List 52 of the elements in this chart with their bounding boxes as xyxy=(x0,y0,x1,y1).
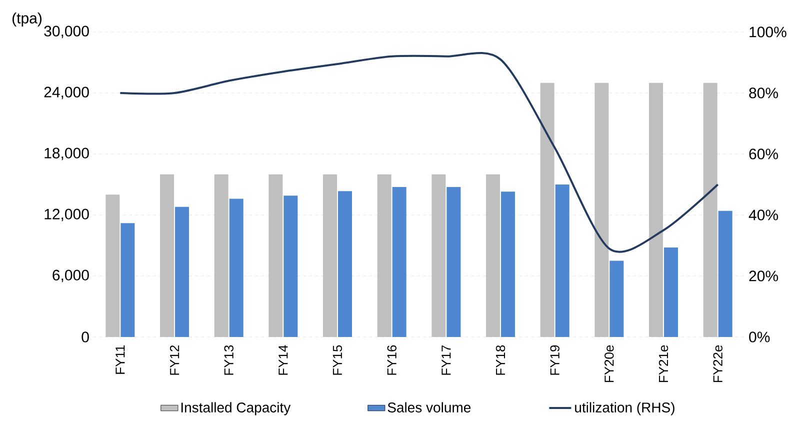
bar xyxy=(555,184,570,337)
bar xyxy=(649,82,663,337)
bar xyxy=(175,206,190,337)
y2-tick-label: 60% xyxy=(749,148,778,160)
y2-tick-label: 100% xyxy=(750,26,786,38)
x-tick-label: FY20e xyxy=(604,345,614,382)
bar xyxy=(610,260,624,337)
x-tick-label: FY16 xyxy=(387,345,396,375)
y-tick-label: 30,000 xyxy=(44,26,89,38)
bar xyxy=(214,174,228,337)
bar xyxy=(446,187,461,337)
bar xyxy=(594,82,609,337)
x-tick-label: FY14 xyxy=(278,345,288,375)
bar xyxy=(229,198,244,337)
bar xyxy=(501,192,515,337)
bar xyxy=(120,223,135,337)
bar xyxy=(540,82,554,337)
bar xyxy=(703,82,718,337)
x-tick-label: FY17 xyxy=(442,345,451,375)
y-tick-label: 0 xyxy=(82,332,89,342)
x-tick-label: FY21e xyxy=(658,345,668,382)
bar xyxy=(486,174,500,337)
bar xyxy=(377,174,392,337)
y-tick-label: 24,000 xyxy=(44,86,89,100)
bar xyxy=(338,191,352,337)
bar xyxy=(392,187,406,337)
y2-tick-label: 40% xyxy=(748,210,778,220)
bar xyxy=(432,174,446,337)
bar xyxy=(106,194,120,337)
legend-label: Installed Capacity xyxy=(181,402,291,416)
y-tick-label: 6,000 xyxy=(52,270,89,282)
x-tick-label: FY12 xyxy=(170,345,180,375)
bar xyxy=(718,210,732,337)
legend-label: Sales volume xyxy=(388,402,471,412)
x-tick-label: FY18 xyxy=(496,345,506,375)
bar xyxy=(268,174,283,337)
x-tick-label: FY13 xyxy=(224,345,234,375)
y-tick-label: 12,000 xyxy=(44,208,89,222)
y2-tick-label: 80% xyxy=(749,88,778,98)
bar xyxy=(284,196,298,337)
y-axis-title: (tpa) xyxy=(12,12,42,26)
bar xyxy=(160,174,174,337)
x-tick-label: FY11 xyxy=(116,345,125,374)
x-tick-label: FY15 xyxy=(332,345,342,375)
y2-tick-label: 0% xyxy=(749,332,770,342)
y2-tick-label: 20% xyxy=(749,270,778,282)
x-tick-label: FY22e xyxy=(713,345,722,382)
x-tick-label: FY19 xyxy=(550,345,560,375)
y-tick-label: 18,000 xyxy=(44,148,89,160)
bar xyxy=(664,248,678,337)
bar xyxy=(323,174,338,337)
legend-label: utilization (RHS) xyxy=(575,402,674,416)
